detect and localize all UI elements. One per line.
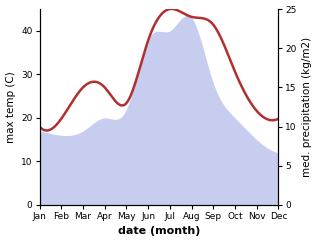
Y-axis label: med. precipitation (kg/m2): med. precipitation (kg/m2) [302, 37, 313, 177]
X-axis label: date (month): date (month) [118, 227, 200, 236]
Y-axis label: max temp (C): max temp (C) [5, 71, 16, 143]
